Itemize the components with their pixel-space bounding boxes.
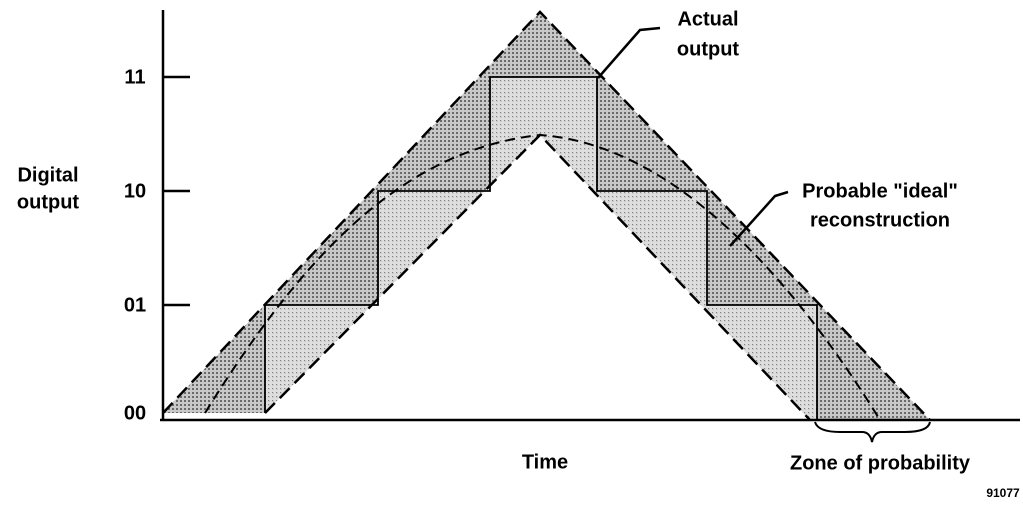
figure-id: 91077 [986,486,1020,500]
ideal-pointer [729,190,789,247]
y-tick-label: 00 [124,402,146,424]
actual-output [264,76,818,420]
zone-label: Zone of probability [790,452,971,474]
actual-label: output [677,38,740,60]
ideal-curve [204,133,881,421]
ideal-label: Probable "ideal" [802,180,958,202]
y-tick-label: 01 [124,294,146,316]
ideal-label: reconstruction [810,209,950,231]
y-tick-label: 10 [124,180,146,202]
actual-label: Actual [677,8,738,30]
y-axis-label: output [17,191,80,213]
outer-bound [162,10,931,421]
y-tick-label: 11 [124,66,145,88]
zone-brace [814,421,931,443]
y-axis-label: Digital [17,164,78,186]
x-axis-label: Time [522,451,568,473]
actual-pointer [597,26,661,79]
y-ticks [163,75,190,307]
